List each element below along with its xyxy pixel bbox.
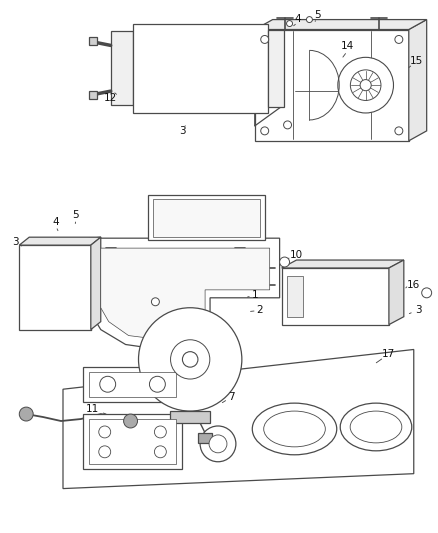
Circle shape [307,17,312,22]
Polygon shape [101,248,270,340]
Circle shape [360,79,371,91]
Polygon shape [83,367,182,402]
Circle shape [261,36,268,43]
Circle shape [395,36,403,43]
Circle shape [286,21,293,27]
Text: 11: 11 [86,404,99,414]
Text: 14: 14 [341,42,354,51]
Text: 4: 4 [294,13,301,23]
Polygon shape [268,29,283,107]
Circle shape [395,127,403,135]
Circle shape [100,376,116,392]
Circle shape [99,446,111,458]
Circle shape [99,426,111,438]
Polygon shape [89,238,279,350]
Ellipse shape [340,403,412,451]
Circle shape [155,446,166,458]
Polygon shape [63,350,414,489]
Circle shape [209,435,227,453]
Polygon shape [89,37,97,45]
Text: 5: 5 [73,211,79,220]
Circle shape [279,257,290,267]
Polygon shape [255,31,283,126]
Circle shape [155,426,166,438]
Circle shape [170,340,210,379]
Polygon shape [89,373,176,397]
Text: 5: 5 [314,10,321,20]
Circle shape [261,127,268,135]
Polygon shape [148,196,265,240]
Polygon shape [282,260,404,268]
Circle shape [152,298,159,306]
Circle shape [338,58,393,113]
Polygon shape [282,268,389,325]
Circle shape [149,376,165,392]
Text: 3: 3 [179,126,186,136]
Polygon shape [255,29,409,141]
Ellipse shape [350,411,402,443]
Text: 3: 3 [12,237,18,247]
Text: 10: 10 [290,250,303,260]
Text: 12: 12 [104,93,117,103]
Polygon shape [133,23,268,113]
Circle shape [124,414,138,428]
Polygon shape [255,20,427,29]
Ellipse shape [252,403,337,455]
Circle shape [350,70,381,100]
Text: 15: 15 [410,56,424,66]
Circle shape [138,308,242,411]
Circle shape [422,288,431,298]
Polygon shape [111,31,133,105]
Polygon shape [389,260,404,325]
Text: 3: 3 [415,305,422,314]
Text: 1: 1 [251,290,258,300]
Text: 16: 16 [407,280,420,290]
Polygon shape [83,414,182,469]
Circle shape [183,352,198,367]
Polygon shape [19,237,101,245]
Polygon shape [91,237,101,329]
Polygon shape [89,419,176,464]
Polygon shape [89,91,97,99]
Polygon shape [286,276,304,317]
Polygon shape [170,411,210,423]
Text: 17: 17 [382,350,396,359]
Polygon shape [198,433,212,443]
Polygon shape [153,199,260,237]
Polygon shape [409,20,427,141]
Ellipse shape [264,411,325,447]
Text: 4: 4 [53,217,60,227]
Circle shape [283,121,292,129]
Circle shape [19,407,33,421]
Text: 2: 2 [256,305,263,314]
Polygon shape [19,245,91,329]
Text: 7: 7 [229,392,235,402]
Circle shape [200,426,236,462]
